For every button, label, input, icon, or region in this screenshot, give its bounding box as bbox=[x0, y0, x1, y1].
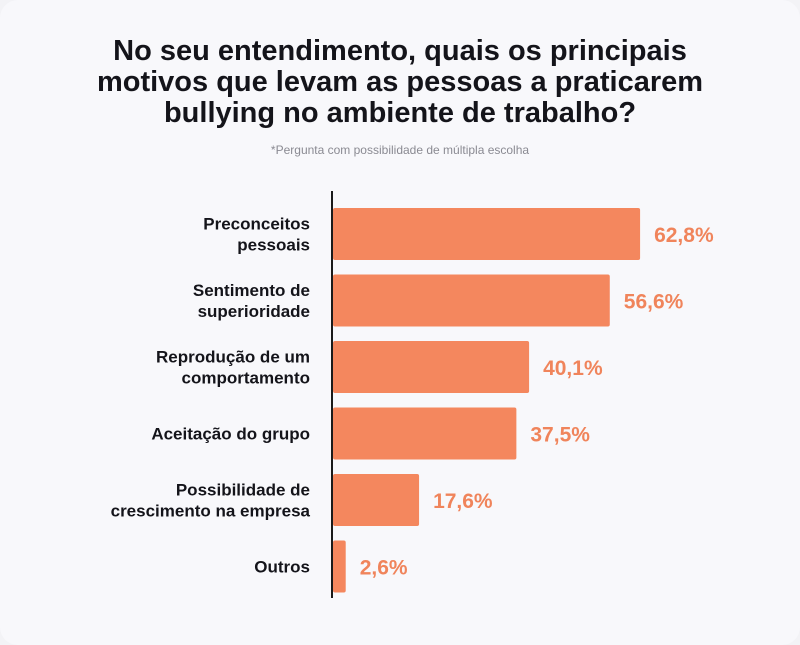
category-label: Outros bbox=[254, 558, 310, 577]
chart-subtitle: *Pergunta com possibilidade de múltipla … bbox=[270, 143, 530, 157]
category-label-line: crescimento na empresa bbox=[111, 502, 311, 521]
bar-value-label: 62,8% bbox=[654, 224, 714, 247]
category-label-line: Outros bbox=[254, 558, 310, 577]
category-label: Possibilidade de crescimento na empresa bbox=[111, 481, 311, 521]
category-label: Sentimento de superioridade bbox=[193, 281, 310, 321]
bar-value-label: 56,6% bbox=[624, 291, 684, 314]
category-label-line: Possibilidade de bbox=[176, 481, 310, 500]
bar bbox=[333, 208, 641, 260]
category-label-line: Preconceitos bbox=[203, 215, 310, 234]
category-label: Reprodução de um comportamento bbox=[156, 348, 310, 388]
bar bbox=[333, 341, 530, 393]
category-label-line: Aceitação do grupo bbox=[151, 425, 310, 444]
bar bbox=[333, 274, 610, 327]
bar bbox=[333, 474, 420, 526]
bar-value-label: 17,6% bbox=[433, 490, 493, 513]
category-label-line: pessoais bbox=[237, 236, 310, 255]
bar bbox=[333, 407, 517, 460]
category-label-line: superioridade bbox=[198, 302, 310, 321]
category-label-line: Sentimento de bbox=[193, 281, 310, 300]
category-label: Preconceitos pessoais bbox=[203, 215, 310, 255]
chart-title: No seu entendimento, quais os principais… bbox=[96, 35, 704, 129]
category-label: Aceitação do grupo bbox=[151, 425, 310, 444]
bar-value-label: 37,5% bbox=[530, 424, 590, 447]
bar bbox=[333, 540, 346, 593]
category-label-line: comportamento bbox=[182, 369, 310, 388]
bar-value-label: 40,1% bbox=[543, 357, 603, 380]
bar-value-label: 2,6% bbox=[360, 557, 408, 580]
category-label-line: Reprodução de um bbox=[156, 348, 310, 367]
